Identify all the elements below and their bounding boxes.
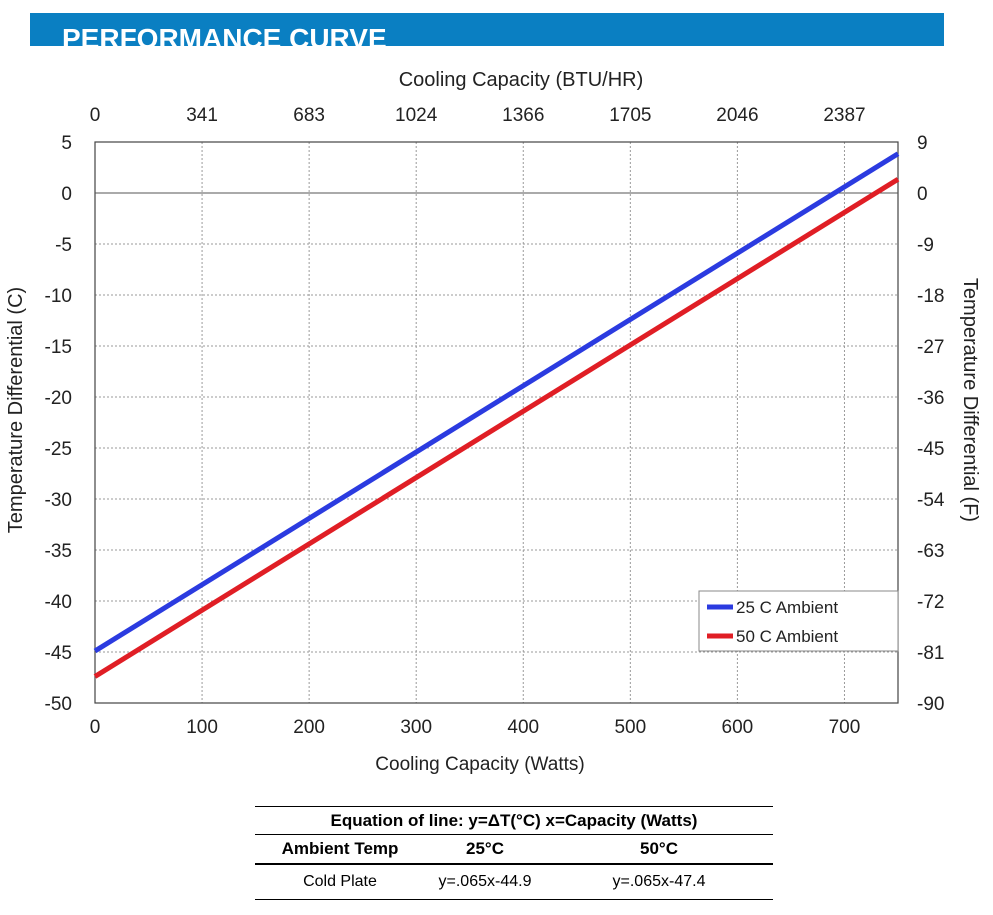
row-50c-equation: y=.065x-47.4 <box>545 864 773 900</box>
x-tick-label: 400 <box>507 717 539 738</box>
y-tick-label: -10 <box>45 286 72 307</box>
y2-tick-label: -36 <box>917 388 944 409</box>
x-tick-label: 700 <box>829 717 861 738</box>
header-50c: 50°C <box>545 834 773 865</box>
row-label: Cold Plate <box>255 864 425 900</box>
equation-table: Equation of line: y=ΔT(°C) x=Capacity (W… <box>255 806 773 900</box>
y2-tick-label: -45 <box>917 439 944 460</box>
y2-tick-label: -72 <box>917 592 944 613</box>
legend-box <box>698 590 899 652</box>
plot-frame <box>94 141 899 704</box>
chart-grid <box>95 142 898 703</box>
legend: 25 C Ambient 50 C Ambient <box>698 590 899 652</box>
header-ambient-temp: Ambient Temp <box>255 834 425 865</box>
series-layer <box>93 151 900 679</box>
equation-title: Equation of line: y=ΔT(°C) x=Capacity (W… <box>255 806 773 835</box>
y2-tick-label: -18 <box>917 286 944 307</box>
table-row: Cold Plate y=.065x-44.9 y=.065x-47.4 <box>255 864 773 900</box>
y2-tick-label: -54 <box>917 490 945 511</box>
x-tick-label: 500 <box>614 717 646 738</box>
y-tick-label: -45 <box>45 643 72 664</box>
page-title: PERFORMANCE CURVE <box>62 23 387 46</box>
y2-tick-label: -81 <box>917 643 944 664</box>
x-axis-label: Cooling Capacity (Watts) <box>375 754 584 775</box>
x2-tick-label: 0 <box>90 105 101 126</box>
x-tick-label: 600 <box>722 717 754 738</box>
y2-tick-label: 0 <box>917 184 928 205</box>
y2-axis-label: Temperature Differential (F) <box>959 278 981 522</box>
table-header-row: Ambient Temp 25°C 50°C <box>255 834 773 865</box>
x-tick-label: 300 <box>400 717 432 738</box>
x2-tick-label: 341 <box>186 105 218 126</box>
y-tick-label: -20 <box>45 388 72 409</box>
x-tick-label: 100 <box>186 717 218 738</box>
legend-label-50c: 50 C Ambient <box>736 627 838 646</box>
series-line-25c <box>93 151 900 654</box>
x-tick-label: 0 <box>90 717 101 738</box>
x2-tick-label: 1366 <box>502 105 544 126</box>
x2-tick-label: 1024 <box>395 105 438 126</box>
y-tick-label: -35 <box>45 541 72 562</box>
x-tick-label: 200 <box>293 717 325 738</box>
y-tick-label: -15 <box>45 337 72 358</box>
header-bar: PERFORMANCE CURVE <box>30 13 944 46</box>
series-line-50c <box>93 177 900 679</box>
row-25c-equation: y=.065x-44.9 <box>425 864 545 900</box>
y-tick-label: -40 <box>45 592 72 613</box>
y2-tick-label: -27 <box>917 337 944 358</box>
x2-tick-label: 2046 <box>716 105 758 126</box>
y-tick-label: -30 <box>45 490 72 511</box>
y2-tick-label: 9 <box>917 133 928 154</box>
x2-tick-label: 1705 <box>609 105 651 126</box>
y2-tick-label: -9 <box>917 235 934 256</box>
x2-tick-label: 2387 <box>823 105 865 126</box>
x2-tick-label: 683 <box>293 105 325 126</box>
x2-axis-label: Cooling Capacity (BTU/HR) <box>399 69 644 91</box>
y-tick-label: -25 <box>45 439 72 460</box>
y-tick-label: 5 <box>61 133 72 154</box>
y-tick-label: -5 <box>55 235 72 256</box>
y-axis-label: Temperature Differential (C) <box>5 287 27 533</box>
y-tick-label: -50 <box>45 694 72 715</box>
y2-tick-label: -63 <box>917 541 944 562</box>
header-25c: 25°C <box>425 834 545 865</box>
legend-label-25c: 25 C Ambient <box>736 598 838 617</box>
y-tick-label: 0 <box>61 184 72 205</box>
y2-tick-label: -90 <box>917 694 944 715</box>
